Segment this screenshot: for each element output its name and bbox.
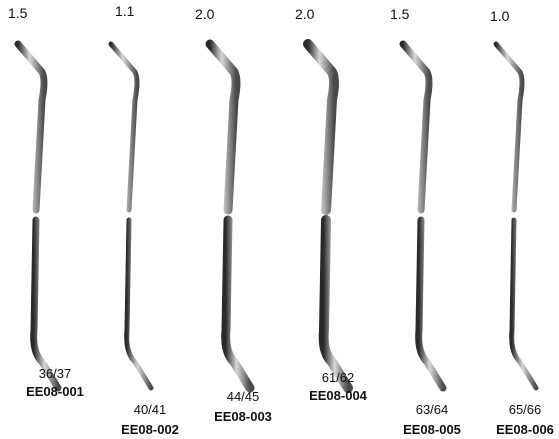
instrument-lower	[30, 216, 62, 392]
item-number: 61/62	[322, 370, 355, 385]
instrument-lower	[509, 217, 539, 391]
size-label: 1.0	[490, 8, 510, 24]
instrument-lower	[415, 216, 447, 392]
item-code: EE08-001	[26, 384, 84, 399]
instrument-lower	[221, 215, 255, 393]
item-number: 40/41	[134, 402, 167, 417]
item-code: EE08-002	[121, 422, 179, 437]
item-code: EE08-004	[309, 388, 368, 403]
size-label: 2.0	[195, 6, 215, 22]
size-label: 2.0	[295, 6, 315, 22]
instrument-upper	[14, 40, 48, 214]
instrument-upper	[303, 39, 339, 215]
instrument	[493, 41, 539, 391]
instrument	[303, 39, 353, 393]
instrument-lower	[318, 215, 353, 393]
instrument	[108, 41, 154, 391]
instrument	[14, 40, 62, 392]
instrument-upper	[493, 41, 525, 213]
instrument-upper	[399, 40, 433, 214]
instrument	[399, 40, 447, 392]
size-label: 1.5	[8, 5, 28, 21]
item-number: 63/64	[416, 402, 449, 417]
item-code: EE08-006	[496, 422, 554, 437]
item-code: EE08-005	[403, 422, 461, 437]
size-label: 1.5	[390, 6, 410, 22]
size-label: 1.1	[115, 3, 135, 19]
item-number: 65/66	[509, 402, 542, 417]
item-number: 36/37	[39, 366, 72, 381]
item-code: EE08-003	[214, 409, 272, 424]
item-number: 44/45	[227, 389, 260, 404]
instrument-upper	[108, 41, 140, 213]
instrument-lower	[124, 217, 154, 391]
instrument-upper	[205, 39, 241, 215]
instrument	[205, 39, 255, 393]
